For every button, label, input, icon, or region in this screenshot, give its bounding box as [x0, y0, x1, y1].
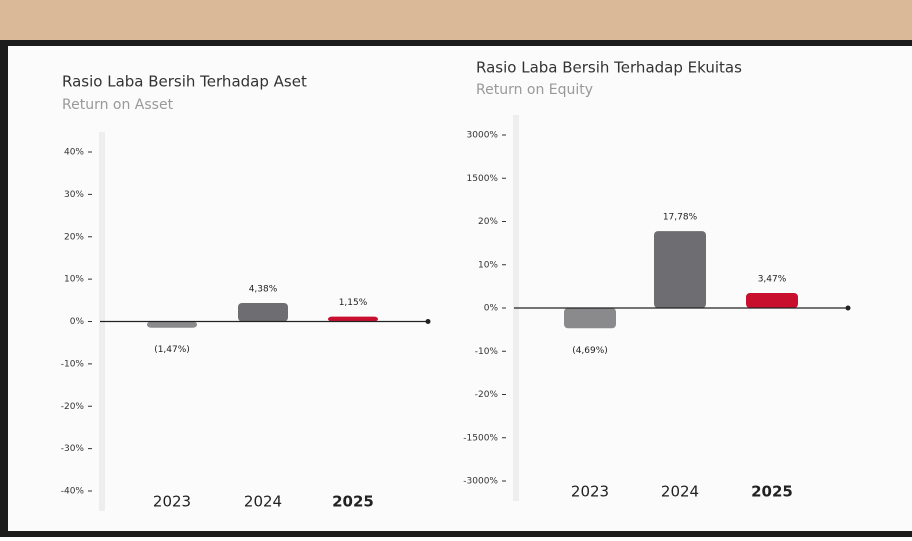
- y-tick-label: -10%: [475, 347, 499, 357]
- x-tick-label: 2024: [661, 483, 699, 501]
- baseline-end: [425, 319, 431, 324]
- baseline-end: [845, 305, 851, 311]
- chart-title: Rasio Laba Bersih Terhadap Aset: [62, 73, 307, 91]
- chart-subtitle: Return on Equity: [476, 82, 593, 98]
- bar: [147, 321, 197, 328]
- x-tick-label: 2024: [244, 493, 282, 511]
- value-label: 17,78%: [663, 213, 698, 223]
- bar: [654, 231, 706, 308]
- x-tick-label: 2025: [751, 483, 793, 501]
- x-tick-label: 2023: [153, 493, 191, 511]
- y-tick-label: 10%: [478, 260, 498, 270]
- chart-subtitle: Return on Asset: [62, 97, 174, 113]
- y-tick-label: -10%: [61, 359, 85, 369]
- value-label: 1,15%: [339, 298, 368, 308]
- y-tick-label: -3000%: [463, 477, 498, 487]
- bar: [746, 292, 798, 308]
- y-tick-label: -1500%: [463, 433, 498, 443]
- bar: [564, 308, 616, 329]
- y-tick-label: 0%: [70, 317, 85, 327]
- x-tick-label: 2023: [571, 483, 609, 501]
- y-tick-label: 10%: [64, 275, 84, 285]
- bar: [328, 316, 378, 322]
- value-label: (4,69%): [572, 346, 608, 356]
- value-label: (1,47%): [154, 345, 190, 355]
- y-tick-label: 40%: [64, 148, 84, 158]
- value-label: 3,47%: [758, 274, 787, 284]
- screen: [8, 46, 912, 531]
- y-tick-label: 1500%: [467, 174, 499, 184]
- y-tick-label: -40%: [61, 487, 85, 497]
- y-tick-label: 20%: [64, 232, 84, 242]
- x-tick-label: 2025: [332, 493, 374, 511]
- bar: [238, 302, 288, 322]
- y-tick-label: 0%: [484, 304, 499, 314]
- chart-title: Rasio Laba Bersih Terhadap Ekuitas: [476, 59, 742, 77]
- y-tick-label: 30%: [64, 190, 84, 200]
- y-tick-label: -20%: [61, 402, 85, 412]
- y-tick-label: -30%: [61, 444, 85, 454]
- y-tick-label: 3000%: [467, 131, 499, 141]
- value-label: 4,38%: [249, 284, 278, 294]
- y-tick-label: -20%: [475, 390, 499, 400]
- y-tick-label: 20%: [478, 217, 498, 227]
